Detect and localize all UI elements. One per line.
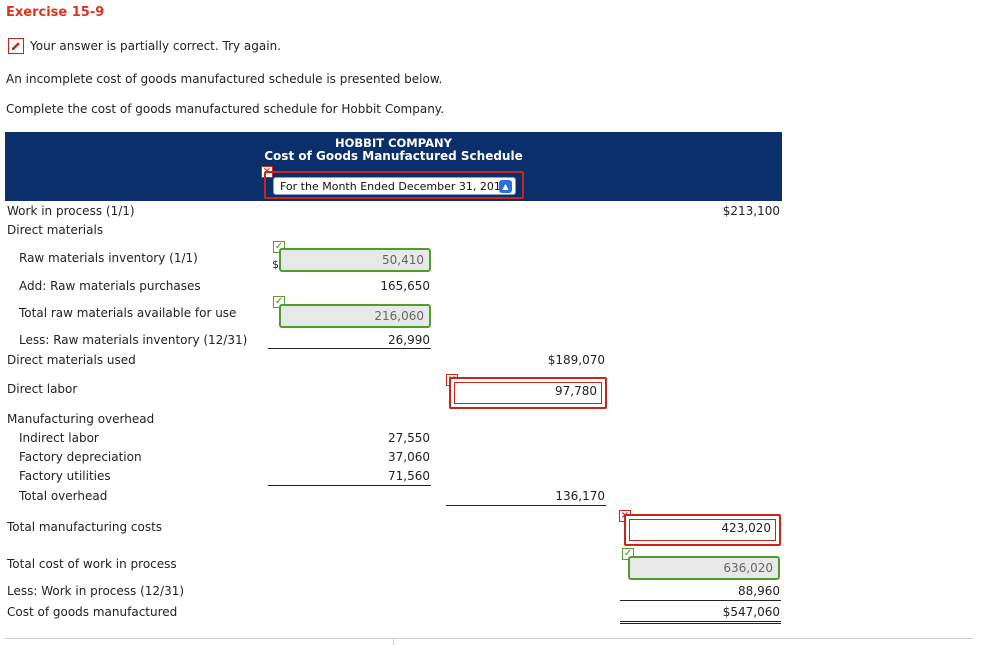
intro-line-2: Complete the cost of goods manufactured … bbox=[6, 102, 445, 116]
wip-begin-label: Work in process (1/1) bbox=[7, 204, 135, 218]
total-mfg-label: Total manufacturing costs bbox=[7, 520, 163, 534]
total-overhead-value: 136,170 bbox=[555, 489, 605, 503]
rm-begin-currency: $ bbox=[272, 258, 279, 271]
cogm-label: Cost of goods manufactured bbox=[7, 605, 178, 619]
factory-utilities-value: 71,560 bbox=[388, 469, 430, 483]
total-mfg-value: 423,020 bbox=[721, 521, 771, 535]
rm-available-input[interactable]: 216,060 bbox=[279, 304, 431, 328]
rm-end-value: 26,990 bbox=[388, 333, 430, 347]
rm-begin-value: 50,410 bbox=[382, 253, 424, 267]
total-mfg-input[interactable]: 423,020 bbox=[624, 514, 781, 546]
rm-begin-input[interactable]: 50,410 bbox=[279, 248, 431, 272]
period-select-wrapper: For the Month Ended December 31, 2017 ▲︎ bbox=[264, 171, 524, 199]
total-wip-label: Total cost of work in process bbox=[7, 557, 177, 571]
rm-end-label: Less: Raw materials inventory (12/31) bbox=[19, 333, 248, 347]
indirect-labor-label: Indirect labor bbox=[19, 431, 99, 445]
subtotal-rule bbox=[620, 600, 781, 601]
status-message: Your answer is partially correct. Try ag… bbox=[30, 39, 282, 53]
rm-purchases-value: 165,650 bbox=[380, 279, 430, 293]
company-name: HOBBIT COMPANY bbox=[335, 136, 452, 150]
subtotal-rule bbox=[268, 348, 431, 349]
rm-available-value: 216,060 bbox=[374, 309, 424, 323]
period-select-value: For the Month Ended December 31, 2017 bbox=[280, 180, 508, 193]
indirect-labor-value: 27,550 bbox=[388, 431, 430, 445]
rm-begin-label: Raw materials inventory (1/1) bbox=[19, 251, 198, 265]
pencil-icon bbox=[8, 38, 24, 54]
rm-purchases-label: Add: Raw materials purchases bbox=[19, 279, 201, 293]
total-wip-value: 636,020 bbox=[723, 561, 773, 575]
wip-begin-value: $213,100 bbox=[722, 204, 780, 218]
footer-bar bbox=[5, 638, 973, 645]
rm-available-label: Total raw materials available for use bbox=[19, 306, 237, 320]
wip-end-value: 88,960 bbox=[738, 584, 780, 598]
direct-labor-value: 97,780 bbox=[555, 384, 597, 398]
factory-utilities-label: Factory utilities bbox=[19, 469, 111, 483]
direct-labor-label: Direct labor bbox=[7, 382, 78, 396]
wip-end-label: Less: Work in process (12/31) bbox=[7, 584, 185, 598]
factory-depreciation-value: 37,060 bbox=[388, 450, 430, 464]
subtotal-rule bbox=[446, 505, 606, 506]
status-message-row: Your answer is partially correct. Try ag… bbox=[8, 38, 281, 54]
intro-line-1: An incomplete cost of goods manufactured… bbox=[6, 72, 443, 86]
dm-used-label: Direct materials used bbox=[7, 353, 136, 367]
schedule-title: Cost of Goods Manufactured Schedule bbox=[264, 149, 523, 163]
period-select[interactable]: For the Month Ended December 31, 2017 ▲︎ bbox=[273, 177, 516, 195]
mfg-overhead-label: Manufacturing overhead bbox=[7, 412, 155, 426]
total-overhead-label: Total overhead bbox=[19, 489, 108, 503]
total-wip-input[interactable]: 636,020 bbox=[628, 556, 780, 580]
cogm-value: $547,060 bbox=[722, 605, 780, 619]
direct-labor-input[interactable]: 97,780 bbox=[449, 377, 607, 409]
dm-used-value: $189,070 bbox=[547, 353, 605, 367]
factory-depreciation-label: Factory depreciation bbox=[19, 450, 142, 464]
direct-materials-label: Direct materials bbox=[7, 223, 104, 237]
subtotal-rule bbox=[268, 485, 431, 486]
exercise-title: Exercise 15-9 bbox=[6, 5, 105, 20]
grand-total-double-rule bbox=[620, 621, 781, 624]
select-arrows-icon: ▲︎ bbox=[499, 180, 512, 193]
